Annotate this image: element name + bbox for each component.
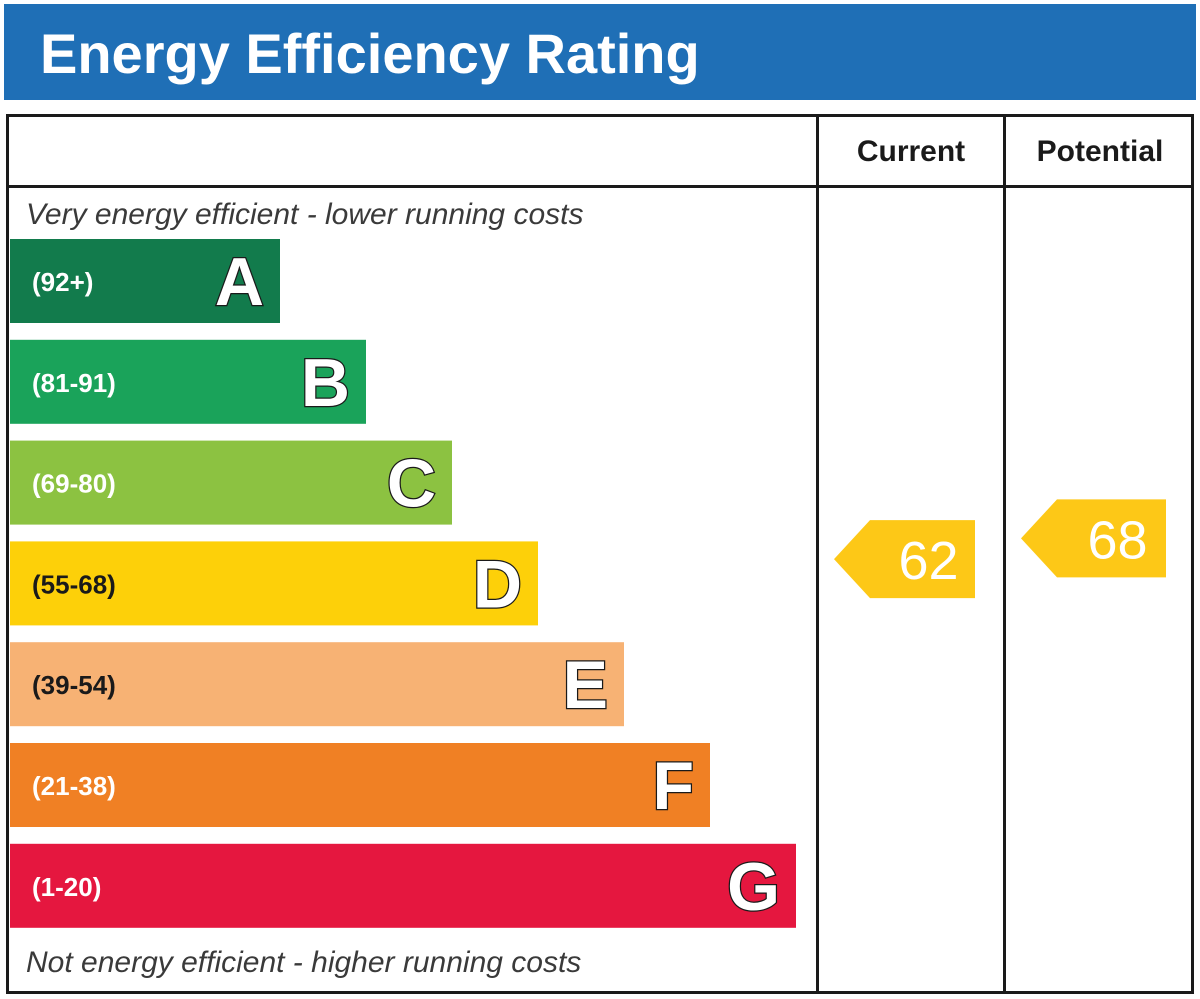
current-rating-arrow	[834, 520, 975, 599]
header-divider	[6, 185, 1194, 188]
rating-band-b	[10, 339, 366, 424]
band-letter-g: G	[727, 849, 780, 925]
band-range-label-a: (92+)	[32, 267, 93, 297]
band-letter-d: D	[473, 546, 522, 622]
rating-band-g	[10, 843, 796, 928]
top-caption: Very energy efficient - lower running co…	[26, 198, 584, 231]
potential-column-header: Potential	[1036, 135, 1164, 168]
band-letter-c: C	[387, 446, 436, 522]
band-letter-f: F	[652, 748, 694, 824]
column-divider-current	[816, 114, 819, 994]
rating-band-c	[10, 440, 452, 525]
potential-rating-arrow	[1021, 499, 1166, 578]
band-range-label-c: (69-80)	[32, 469, 116, 499]
band-letter-b: B	[301, 345, 350, 421]
current-rating-value: 62	[898, 531, 958, 591]
potential-rating-value: 68	[1087, 510, 1147, 570]
band-range-label-g: (1-20)	[32, 872, 101, 902]
title-bar: Energy Efficiency Rating	[4, 4, 1196, 100]
band-range-label-b: (81-91)	[32, 368, 116, 398]
band-range-label-e: (39-54)	[32, 670, 116, 700]
band-letter-a: A	[215, 244, 264, 320]
column-divider-potential	[1003, 114, 1006, 994]
rating-band-d	[10, 541, 538, 626]
rating-band-f	[10, 743, 710, 827]
current-column-header: Current	[856, 135, 966, 168]
band-range-label-f: (21-38)	[32, 771, 116, 801]
rating-band-e	[10, 642, 624, 727]
band-range-label-d: (55-68)	[32, 569, 116, 599]
band-letter-e: E	[563, 647, 608, 723]
rating-band-a	[10, 239, 280, 323]
page-title: Energy Efficiency Rating	[40, 22, 700, 85]
bottom-caption: Not energy efficient - higher running co…	[26, 946, 582, 979]
